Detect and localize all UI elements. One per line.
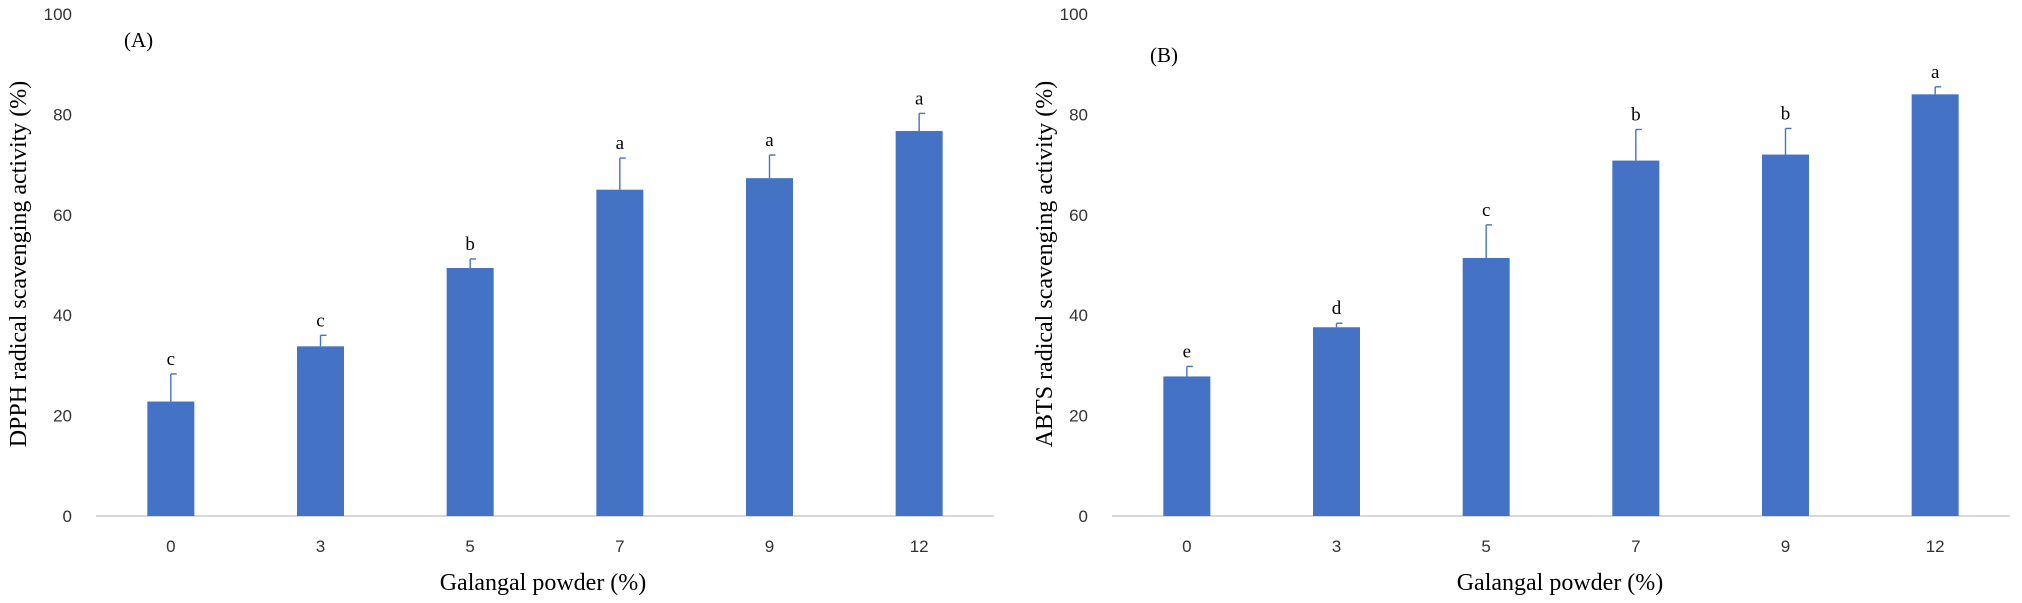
y-tick-label: 80: [53, 105, 72, 124]
y-tick-label: 0: [1079, 507, 1088, 526]
significance-label: e: [1183, 341, 1191, 362]
bar: [297, 346, 344, 516]
significance-label: c: [167, 349, 175, 370]
significance-label: b: [1781, 103, 1791, 124]
x-tick-label: 0: [166, 537, 175, 556]
significance-label: a: [765, 130, 774, 151]
y-tick-label: 60: [1069, 206, 1088, 225]
significance-label: d: [1332, 298, 1342, 319]
significance-label: c: [316, 310, 324, 331]
chart-panel-a: (A) DPPH radical scavenging activity (%)…: [6, 5, 994, 596]
x-tick-label: 9: [1781, 537, 1790, 556]
y-axis-title: ABTS radical scavenging activity (%): [1032, 81, 1058, 448]
x-tick-label: 3: [1332, 537, 1341, 556]
bar: [446, 268, 494, 516]
significance-label: a: [1931, 62, 1940, 83]
significance-label: b: [465, 234, 475, 255]
x-tick-label: 5: [1481, 537, 1490, 556]
x-tick-label: 0: [1182, 537, 1191, 556]
panel-label: (B): [1150, 43, 1178, 67]
x-tick-label: 7: [615, 537, 624, 556]
x-tick-label: 7: [1631, 537, 1640, 556]
y-tick-label: 20: [1069, 407, 1088, 426]
significance-label: c: [1482, 200, 1490, 221]
significance-label: b: [1631, 104, 1641, 125]
y-axis-title: DPPH radical scavenging activity (%): [6, 81, 32, 448]
y-tick-label: 40: [1069, 306, 1088, 325]
y-tick-label: 100: [44, 5, 72, 24]
y-tick-label: 20: [53, 407, 72, 426]
bar: [1762, 154, 1809, 516]
y-tick-label: 40: [53, 306, 72, 325]
bar: [746, 178, 793, 517]
x-tick-label: 12: [910, 537, 929, 556]
bar: [1612, 160, 1660, 517]
panel-label: (A): [124, 28, 153, 52]
x-axis-title: Galangal powder (%): [440, 570, 647, 596]
x-axis-title: Galangal powder (%): [1457, 570, 1664, 596]
x-tick-label: 12: [1926, 537, 1945, 556]
bar: [1163, 376, 1211, 516]
x-tick-label: 5: [465, 537, 474, 556]
bar: [147, 401, 195, 516]
bar: [596, 189, 644, 516]
chart-panel-b: (B) ABTS radical scavenging activity (%)…: [1032, 5, 2010, 596]
y-tick-label: 100: [1060, 5, 1088, 24]
bar: [1313, 327, 1360, 516]
x-tick-label: 3: [316, 537, 325, 556]
bar: [1911, 94, 1959, 516]
y-tick-label: 60: [53, 206, 72, 225]
bar: [895, 130, 943, 516]
x-tick-label: 9: [765, 537, 774, 556]
bar: [1462, 257, 1510, 516]
y-tick-label: 80: [1069, 105, 1088, 124]
y-tick-label: 0: [63, 507, 72, 526]
significance-label: a: [616, 133, 625, 154]
significance-label: a: [915, 88, 924, 109]
